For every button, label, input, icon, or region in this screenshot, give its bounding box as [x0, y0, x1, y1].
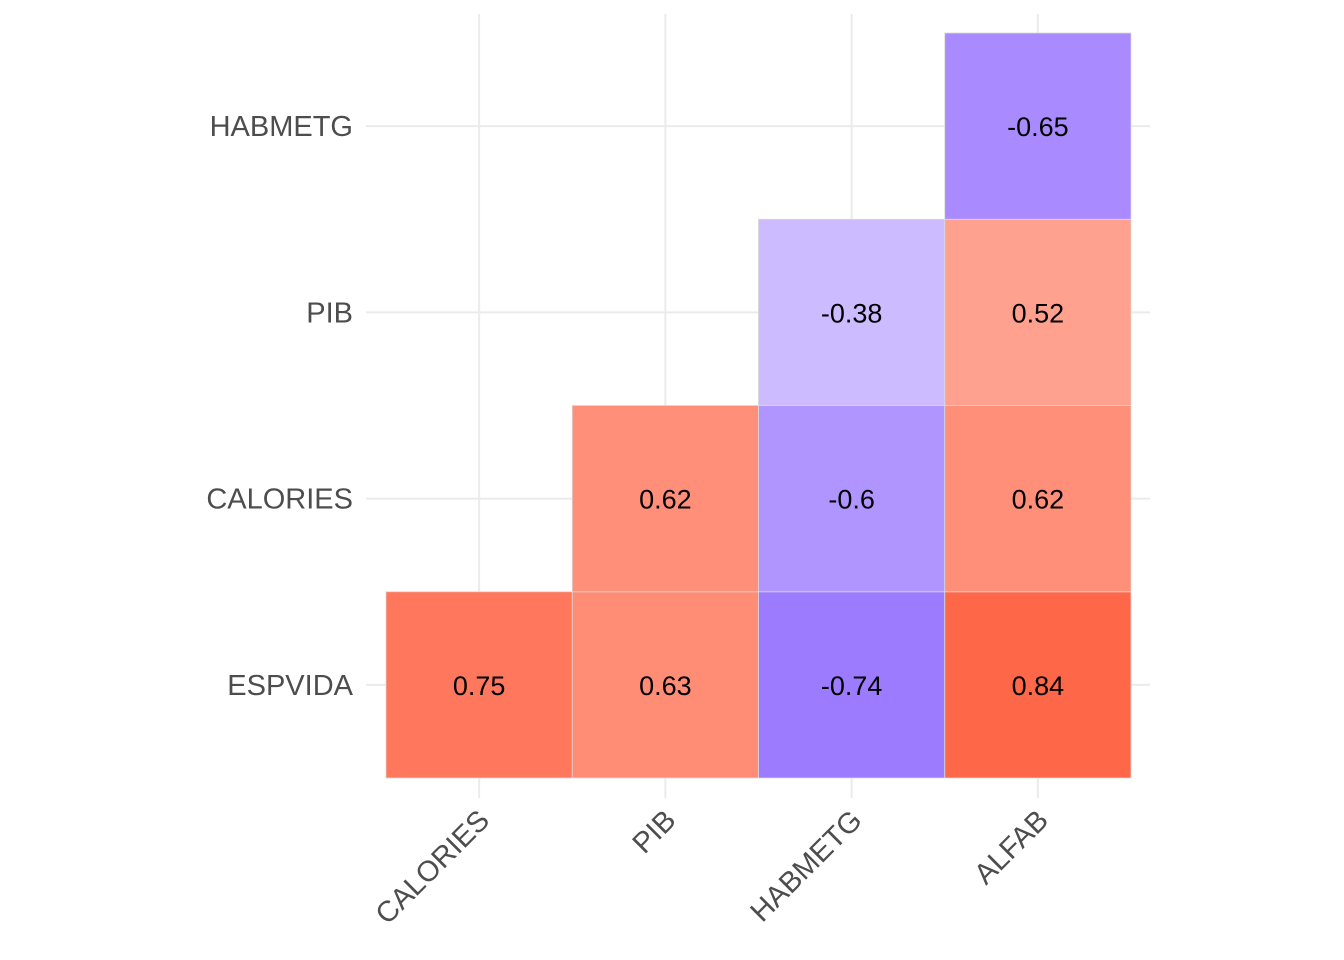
heatmap-tiles [385, 32, 1132, 779]
value-label-espvida-pib: 0.63 [639, 671, 692, 701]
y-axis-tick-labels: ESPVIDA CALORIES PIB HABMETG [206, 111, 353, 702]
tile-pib-habmetg [758, 218, 946, 406]
y-tick-label-habmetg: HABMETG [210, 111, 353, 143]
tile-habmetg-alfab [944, 32, 1132, 220]
tile-espvida-pib [571, 591, 759, 779]
x-tick-label-alfab: ALFAB [968, 804, 1054, 890]
x-tick-label-pib: PIB [627, 804, 683, 860]
tile-espvida-alfab [944, 591, 1132, 779]
tile-calories-habmetg [758, 405, 946, 593]
value-label-espvida-alfab: 0.84 [1012, 671, 1065, 701]
value-label-habmetg-alfab: -0.65 [1007, 112, 1069, 142]
value-label-calories-alfab: 0.62 [1012, 485, 1065, 515]
tile-pib-alfab [944, 218, 1132, 406]
value-label-pib-alfab: 0.52 [1012, 298, 1065, 328]
value-label-calories-habmetg: -0.6 [828, 485, 875, 515]
y-tick-label-espvida: ESPVIDA [227, 670, 353, 702]
value-label-pib-habmetg: -0.38 [821, 298, 883, 328]
x-axis-tick-labels: CALORIES PIB HABMETG ALFAB [370, 804, 1055, 930]
value-label-calories-pib: 0.62 [639, 485, 692, 515]
tile-espvida-habmetg [758, 591, 946, 779]
x-tick-label-habmetg: HABMETG [745, 804, 869, 928]
value-label-espvida-habmetg: -0.74 [821, 671, 883, 701]
cell-value-labels: 0.75 0.63 -0.74 0.84 0.62 -0.6 0.62 -0.38 0.52 -0… [453, 112, 1069, 701]
y-tick-label-calories: CALORIES [206, 484, 353, 516]
value-label-espvida-calories: 0.75 [453, 671, 506, 701]
tile-espvida-calories [385, 591, 573, 779]
y-tick-label-pib: PIB [306, 297, 353, 329]
x-tick-label-calories: CALORIES [370, 804, 496, 930]
